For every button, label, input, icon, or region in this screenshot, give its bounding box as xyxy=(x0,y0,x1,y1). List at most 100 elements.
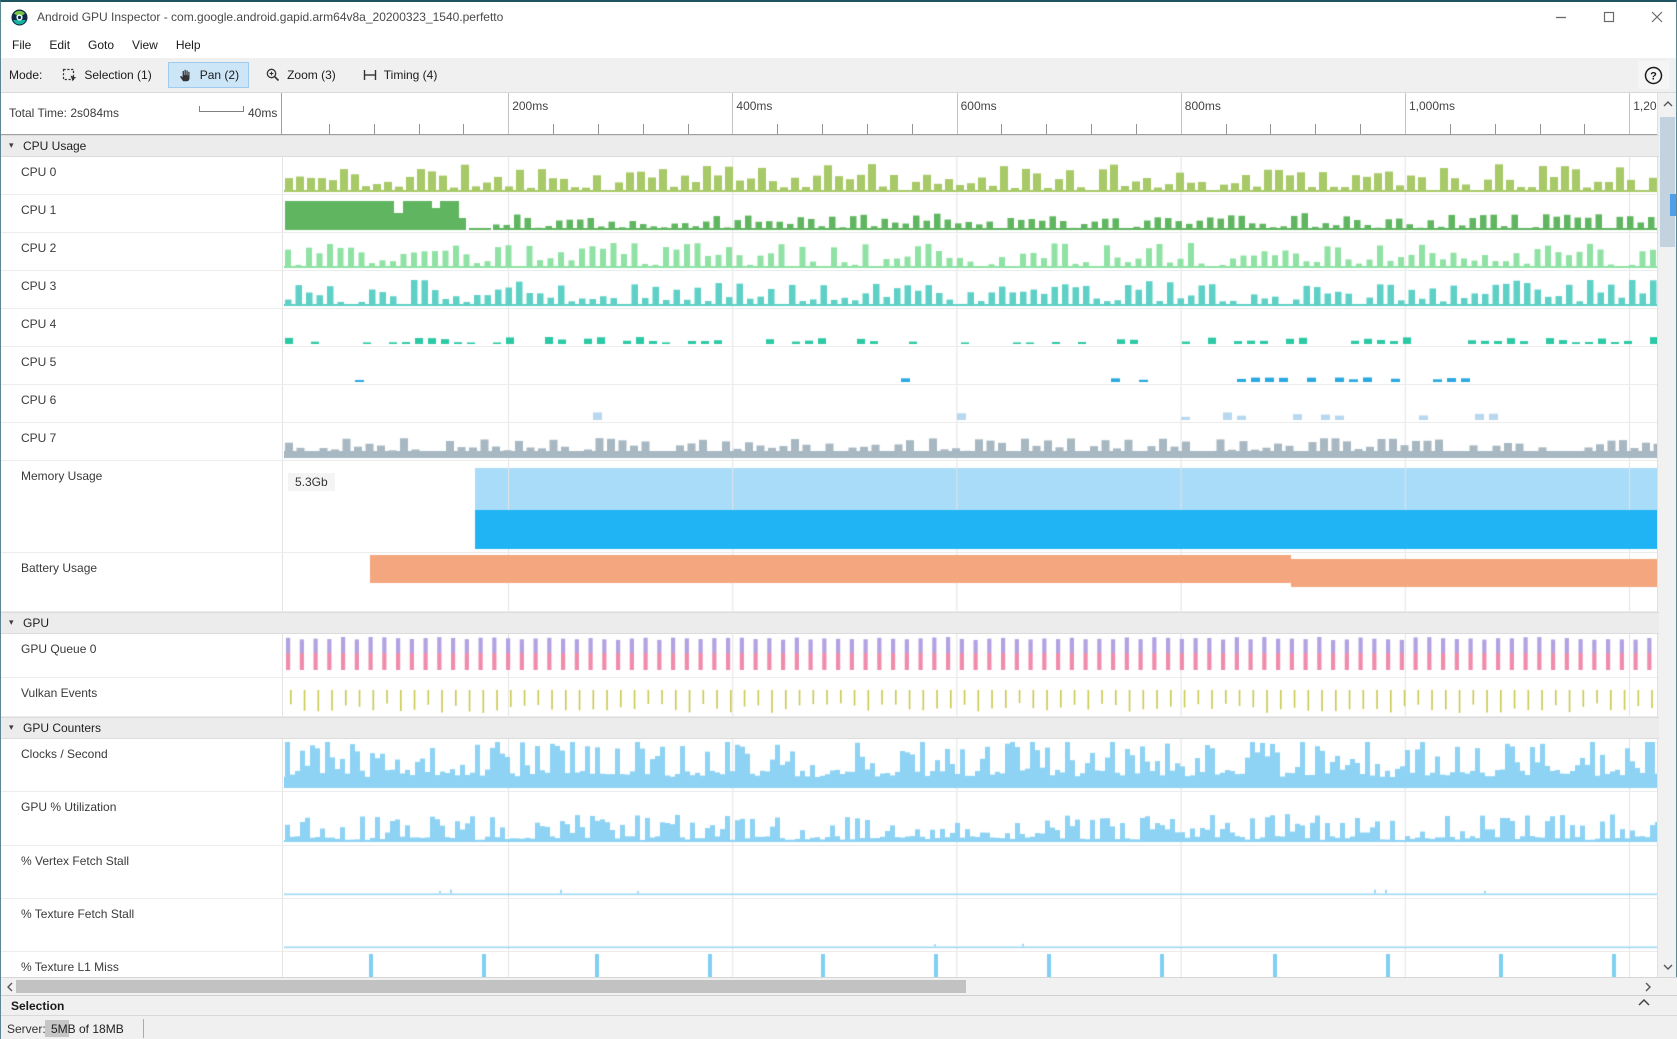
collapse-panel-icon[interactable] xyxy=(1638,999,1650,1006)
timeline-content: ▾ CPU Usage CPU 0 CPU 1 CPU 2 CPU 3 CPU 4 CPU 5… xyxy=(1,135,1659,977)
section-label: GPU Counters xyxy=(23,721,102,735)
menu-bar: File Edit Goto View Help xyxy=(1,32,1676,58)
timeline-chart-canvas[interactable] xyxy=(284,135,1659,977)
track-label: % Texture Fetch Stall xyxy=(21,907,135,921)
scroll-down-icon[interactable] xyxy=(1658,958,1677,975)
horizontal-scrollbar[interactable] xyxy=(1,977,1677,995)
ruler-tick-label: 800ms xyxy=(1184,99,1221,113)
track-row-cpu-1[interactable]: CPU 1 xyxy=(1,195,1659,233)
section-header-cpu-usage[interactable]: ▾ CPU Usage xyxy=(1,135,1659,157)
title-bar: Android GPU Inspector - com.google.andro… xyxy=(1,2,1676,32)
ruler-tick-label: 1,000ms xyxy=(1409,99,1456,113)
track-row-gpu-utilization[interactable]: GPU % Utilization xyxy=(1,792,1659,846)
track-row-vulkan-events[interactable]: Vulkan Events xyxy=(1,678,1659,717)
horizontal-scrollbar-thumb[interactable] xyxy=(16,980,966,993)
panel-divider xyxy=(282,135,283,977)
mode-button-pan[interactable]: Pan (2) xyxy=(167,62,250,88)
minimize-button[interactable] xyxy=(1550,6,1572,28)
track-row-cpu-0[interactable]: CPU 0 xyxy=(1,157,1659,195)
ruler-minor-tick xyxy=(463,124,465,134)
server-memory-fill xyxy=(45,1020,70,1037)
track-row-cpu-5[interactable]: CPU 5 xyxy=(1,347,1659,385)
ruler-minor-tick xyxy=(1225,124,1227,134)
pan-hand-icon xyxy=(178,67,194,83)
chevron-down-icon: ▾ xyxy=(9,140,14,150)
total-time-label: Total Time: 2s084ms xyxy=(9,106,120,120)
track-row--texture-l1-miss[interactable]: % Texture L1 Miss xyxy=(1,952,1659,977)
ruler-minor-tick xyxy=(1539,124,1541,134)
track-row-cpu-3[interactable]: CPU 3 xyxy=(1,271,1659,309)
track-row-cpu-6[interactable]: CPU 6 xyxy=(1,385,1659,423)
svg-text:?: ? xyxy=(1650,70,1657,82)
ruler-tick-label: 400ms xyxy=(736,99,773,113)
help-button[interactable]: ? xyxy=(1638,61,1669,89)
menu-item-edit[interactable]: Edit xyxy=(49,38,71,52)
ruler-minor-tick xyxy=(866,124,868,134)
vertical-scrollbar[interactable] xyxy=(1657,93,1676,977)
close-button[interactable] xyxy=(1646,6,1668,28)
memory-value-label: 5.3Gb xyxy=(288,473,335,491)
track-row-memory-usage[interactable]: Memory Usage xyxy=(1,461,1659,553)
track-row--vertex-fetch-stall[interactable]: % Vertex Fetch Stall xyxy=(1,846,1659,899)
scroll-left-icon[interactable] xyxy=(2,978,18,996)
timeline-ruler: Total Time: 2s084ms 40ms 200ms 400ms 600ms… xyxy=(1,93,1659,135)
scroll-right-icon[interactable] xyxy=(1640,978,1656,996)
app-logo-icon xyxy=(11,9,28,25)
selection-panel-header[interactable]: Selection xyxy=(1,995,1677,1015)
track-row-gpu-queue-0[interactable]: GPU Queue 0 xyxy=(1,634,1659,678)
ruler-minor-tick xyxy=(1135,124,1137,134)
server-memory-gauge: 5MB of 18MB xyxy=(45,1020,135,1037)
maximize-button[interactable] xyxy=(1598,6,1620,28)
ruler-minor-tick xyxy=(1270,124,1272,134)
ruler-major-gridline xyxy=(1629,93,1631,134)
track-label: CPU 5 xyxy=(21,355,57,369)
ruler-minor-tick xyxy=(1091,124,1093,134)
mode-toolbar: Mode: Selection (1) Pan (2) Zoom (3) Timing… xyxy=(1,58,1676,93)
ruler-minor-tick xyxy=(597,124,599,134)
track-row-cpu-2[interactable]: CPU 2 xyxy=(1,233,1659,271)
scroll-up-icon[interactable] xyxy=(1658,95,1677,112)
scale-bracket xyxy=(199,106,244,112)
ruler-minor-tick xyxy=(1494,124,1496,134)
track-row-cpu-4[interactable]: CPU 4 xyxy=(1,309,1659,347)
ruler-tick-label: 200ms xyxy=(512,99,549,113)
ruler-major-gridline xyxy=(1405,93,1406,134)
section-label: CPU Usage xyxy=(23,139,87,153)
menu-item-help[interactable]: Help xyxy=(175,38,201,52)
ruler-tick-label: 1,200ms xyxy=(1633,99,1659,113)
section-header-gpu-counters[interactable]: ▾ GPU Counters xyxy=(1,717,1659,739)
ruler-minor-tick xyxy=(1001,124,1003,134)
track-label: CPU 4 xyxy=(21,317,57,331)
ruler-tick-label: 600ms xyxy=(960,99,997,113)
ruler-major-gridline xyxy=(1180,93,1182,134)
mode-button-label: Timing (4) xyxy=(383,68,438,82)
mode-button-label: Selection (1) xyxy=(84,68,152,82)
mode-button-timing[interactable]: Timing (4) xyxy=(352,62,448,88)
menu-item-goto[interactable]: Goto xyxy=(88,38,115,52)
menu-item-view[interactable]: View xyxy=(132,38,158,52)
track-row--texture-fetch-stall[interactable]: % Texture Fetch Stall xyxy=(1,899,1659,952)
ruler-minor-tick xyxy=(553,124,555,134)
track-label: GPU % Utilization xyxy=(21,800,117,814)
chevron-down-icon: ▾ xyxy=(9,617,14,627)
track-row-battery-usage[interactable]: Battery Usage xyxy=(1,553,1659,612)
ruler-minor-tick xyxy=(1584,124,1586,134)
timing-icon xyxy=(362,67,378,83)
ruler-minor-tick xyxy=(911,124,913,134)
status-separator xyxy=(143,1019,144,1038)
section-header-gpu[interactable]: ▾ GPU xyxy=(1,612,1659,634)
menu-item-file[interactable]: File xyxy=(12,38,32,52)
ruler-minor-tick xyxy=(373,124,375,134)
mode-button-zoom[interactable]: Zoom (3) xyxy=(255,62,346,88)
track-label: GPU Queue 0 xyxy=(21,642,97,656)
server-memory-text: 5MB of 18MB xyxy=(51,1022,124,1036)
track-label: CPU 1 xyxy=(21,203,57,217)
mode-button-label: Zoom (3) xyxy=(287,68,336,82)
track-row-cpu-7[interactable]: CPU 7 xyxy=(1,423,1659,461)
vertical-scrollbar-thumb[interactable] xyxy=(1660,117,1675,247)
track-row-clocks-second[interactable]: Clocks / Second xyxy=(1,739,1659,792)
track-label: Vulkan Events xyxy=(21,686,98,700)
mode-button-label: Pan (2) xyxy=(199,68,240,82)
mode-button-selection[interactable]: Selection (1) xyxy=(52,62,161,88)
vertical-scrollbar-accent xyxy=(1670,194,1676,216)
